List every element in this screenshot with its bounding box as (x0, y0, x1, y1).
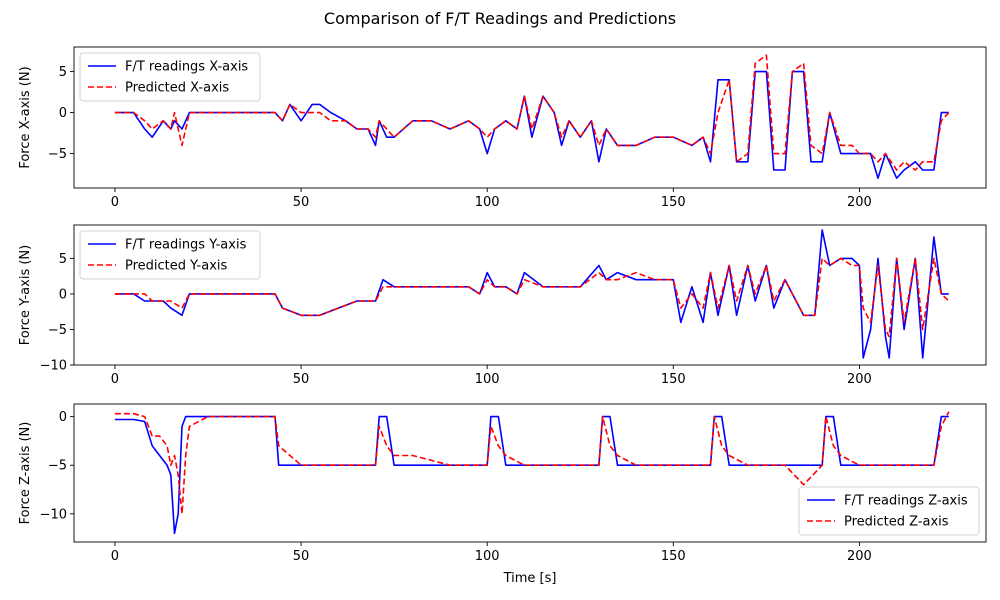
x-tick-label: 50 (293, 372, 310, 387)
series-line-x-predicted (114, 54, 950, 171)
series-line-z-predicted (114, 411, 950, 515)
y-tick-label: −5 (48, 323, 67, 338)
x-tick-label: 100 (475, 372, 500, 387)
legend-label: F/T readings X-axis (125, 60, 248, 75)
plot-frame (73, 403, 987, 543)
legend-box (79, 230, 261, 280)
y-axis-label: Force Z-axis (N) (18, 422, 33, 525)
x-tick-label: 0 (111, 372, 119, 387)
y-tick-label: −5 (48, 147, 67, 162)
series-line-z-measured (114, 415, 949, 535)
y-tick-label: −10 (40, 359, 67, 374)
x-tick-label: 200 (847, 549, 872, 564)
legend-box (798, 486, 980, 536)
x-axis-label: Time [s] (503, 571, 557, 586)
x-tick-label: 100 (475, 195, 500, 210)
x-tick-label: 150 (661, 372, 686, 387)
legend: F/T readings X-axis Predicted X-axis (79, 52, 261, 102)
x-tick-label: 200 (847, 195, 872, 210)
y-tick-label: 0 (59, 410, 67, 425)
y-axis-label: Force X-axis (N) (18, 66, 33, 168)
y-axis-label: Force Y-axis (N) (18, 245, 33, 345)
legend-label: Predicted X-axis (125, 81, 229, 96)
y-tick-label: 0 (59, 287, 67, 302)
series-line-y-measured (114, 229, 949, 359)
legend-label: F/T readings Z-axis (844, 494, 968, 509)
x-tick-label: 50 (293, 195, 310, 210)
x-tick-label: 150 (661, 195, 686, 210)
legend: F/T readings Y-axis Predicted Y-axis (79, 230, 261, 280)
x-tick-label: 0 (111, 549, 119, 564)
x-tick-label: 0 (111, 195, 119, 210)
y-tick-label: 0 (59, 106, 67, 121)
y-tick-label: −10 (40, 507, 67, 522)
series-line-y-predicted (114, 257, 950, 338)
legend-box (79, 52, 261, 102)
x-tick-label: 200 (847, 372, 872, 387)
plot-frame (73, 46, 987, 189)
y-tick-label: 5 (59, 65, 67, 80)
y-tick-label: 5 (59, 252, 67, 267)
figure-title: Comparison of F/T Readings and Predictio… (323, 9, 677, 28)
legend: F/T readings Z-axis Predicted Z-axis (798, 486, 980, 536)
y-tick-label: −5 (48, 459, 67, 474)
subplot-z: 0 50 100 150 200 0 −5 −10 Force Z-axis (N) Time [… (18, 403, 987, 586)
x-tick-label: 150 (661, 549, 686, 564)
x-tick-label: 50 (293, 549, 310, 564)
legend-label: Predicted Z-axis (844, 515, 949, 530)
legend-label: F/T readings Y-axis (125, 238, 247, 253)
plot-frame (73, 224, 987, 366)
legend-label: Predicted Y-axis (125, 259, 228, 274)
x-tick-label: 100 (475, 549, 500, 564)
